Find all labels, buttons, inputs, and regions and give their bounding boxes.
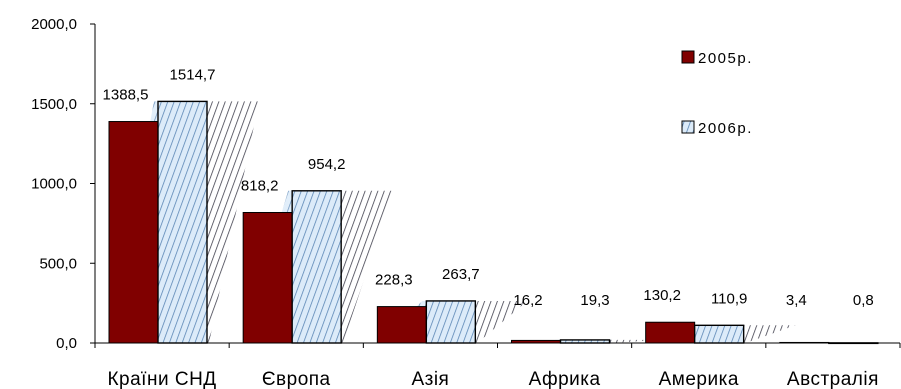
bar-2005 — [242, 211, 293, 344]
bar-2005 — [511, 339, 561, 344]
bars — [108, 100, 879, 345]
data-label-2006: 954,2 — [308, 156, 346, 173]
bar-shadow-dark — [739, 325, 796, 343]
data-label-2005: 130,2 — [643, 287, 681, 304]
data-label-2005: 1388,5 — [103, 87, 149, 104]
y-tick-label: 500,0 — [39, 255, 77, 272]
y-tick-label: 1500,0 — [31, 96, 77, 113]
labels: 1388,5 1514,7 818,2 954,2 228,3 263,7 16,2 19,3… — [103, 66, 874, 309]
data-label-2005: 818,2 — [241, 177, 279, 194]
legend-swatch-2006 — [681, 120, 695, 134]
bar-2006 — [291, 190, 342, 344]
legend-label-2005: 2005р. — [698, 50, 753, 67]
bar-shadow-dark — [471, 300, 528, 343]
bar-2006 — [425, 300, 477, 344]
bar-2005 — [108, 121, 159, 344]
data-label-2006: 19,3 — [580, 292, 609, 309]
bar-2006 — [559, 339, 611, 344]
x-tick-label: Країни СНД — [107, 369, 216, 389]
legend-label-2006: 2006р. — [698, 120, 753, 137]
x-tick-label: Європа — [262, 369, 331, 389]
data-label-2006: 1514,7 — [170, 66, 216, 83]
bar-2006 — [157, 100, 208, 344]
bar-shadow-dark — [203, 101, 259, 343]
x-tick-label: Австралія — [787, 369, 879, 389]
axes: 0,0 500,0 1000,0 1500,0 2000,0 Країни СНД Євро… — [31, 16, 901, 389]
y-tick-label: 2000,0 — [31, 16, 77, 33]
data-label-2005: 16,2 — [513, 292, 542, 309]
legend: 2005р. 2006р. — [681, 50, 753, 137]
bar-shadow-dark — [337, 190, 394, 343]
bar-2006 — [828, 342, 879, 345]
bar-2005 — [779, 341, 830, 344]
x-tick-label: Азія — [411, 369, 449, 389]
y-tick-label: 0,0 — [56, 335, 77, 352]
data-label-2006: 263,7 — [442, 266, 480, 283]
bar-2005 — [645, 321, 696, 344]
x-tick-label: Америка — [659, 369, 739, 389]
data-label-2005: 3,4 — [786, 292, 807, 309]
x-tick-label: Африка — [529, 369, 601, 389]
data-label-2006: 0,8 — [853, 292, 874, 309]
bar-2006 — [693, 324, 745, 344]
data-label-2006: 110,9 — [711, 290, 747, 307]
data-label-2005: 228,3 — [375, 272, 413, 289]
legend-swatch-2005 — [681, 50, 695, 64]
bar-2005 — [376, 306, 427, 344]
y-tick-label: 1000,0 — [31, 176, 77, 193]
